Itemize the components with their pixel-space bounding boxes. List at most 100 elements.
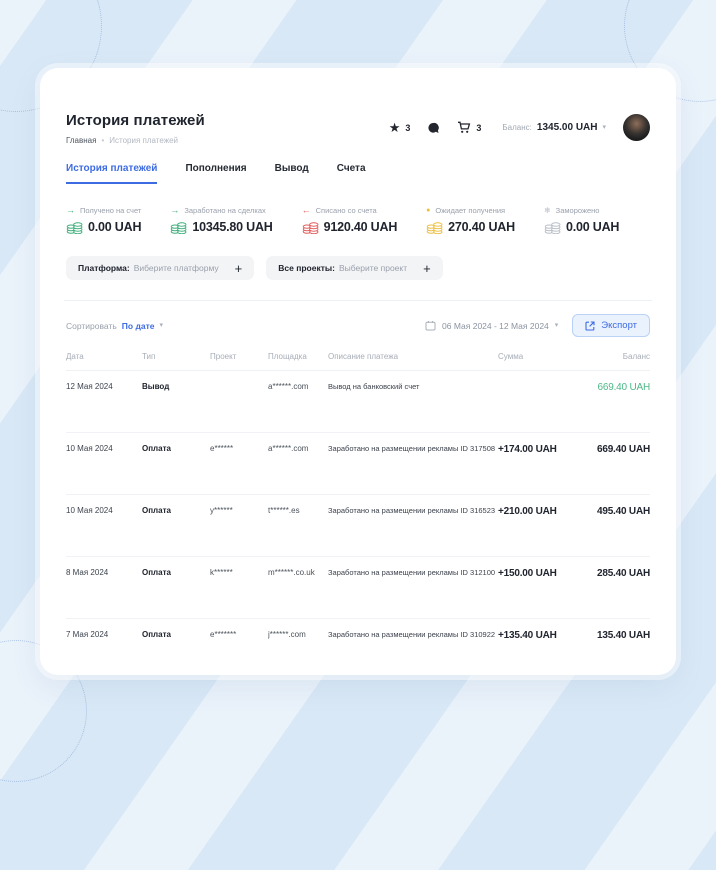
pending-dot-icon <box>426 207 430 214</box>
coins-icon <box>171 221 187 234</box>
daterange-picker[interactable]: 06 Мая 2024 - 12 Мая 2024 <box>425 320 558 331</box>
stat-received: Получено на счет 0.00 UAH <box>66 206 141 234</box>
calendar-icon <box>425 321 436 331</box>
sort-control: Сортировать По дате <box>66 321 163 331</box>
stat-frozen: Заморожено 0.00 UAH <box>544 206 619 234</box>
plus-icon[interactable]: + <box>423 260 431 276</box>
cell-date: 12 Мая 2024 <box>66 382 113 391</box>
stat-label: Ожидает получения <box>435 206 506 215</box>
col-project: Проект <box>210 352 237 361</box>
breadcrumb-current: История платежей <box>109 136 178 145</box>
tab-accounts[interactable]: Счета <box>336 163 366 174</box>
snowflake-icon <box>544 207 551 215</box>
cart-icon <box>458 121 471 133</box>
filter-placeholder: Выберите проект <box>338 263 408 273</box>
stat-spent: Списано со счета 9120.40 UAH <box>302 206 398 234</box>
filter-label: Платформа: <box>78 263 130 273</box>
table-row: 10 Мая 2024 Оплата e****** a******.com З… <box>66 433 650 495</box>
cell-description: Вывод на банковский счет <box>328 382 420 391</box>
topbar: ★ 3 3 Баланс: 1345.00 UAH <box>389 114 650 141</box>
cell-type: Оплата <box>142 506 171 515</box>
chat-button[interactable] <box>427 122 440 134</box>
cell-balance: 669.40 UAH <box>597 382 650 393</box>
cell-platform: t******.es <box>268 506 300 515</box>
table-row: 10 Мая 2024 Оплата y****** t******.es За… <box>66 495 650 557</box>
arrow-out-icon <box>302 206 311 215</box>
projects-filter[interactable]: Все проекты: Выберите проект + <box>266 256 443 280</box>
coins-icon <box>426 221 443 234</box>
cart-counter[interactable]: 3 <box>457 121 481 134</box>
coins-icon <box>66 221 83 234</box>
favorites-counter[interactable]: ★ 3 <box>389 121 411 134</box>
chevron-down-icon <box>159 322 163 329</box>
tab-history[interactable]: История платежей <box>66 163 158 184</box>
cell-project: e******* <box>210 630 237 639</box>
export-icon <box>585 320 595 331</box>
arrow-in-icon <box>170 206 179 215</box>
cell-sum: +210.00 UAH <box>498 506 557 517</box>
arrow-in-icon <box>66 206 75 215</box>
cell-date: 10 Мая 2024 <box>66 444 113 453</box>
cell-sum: +135.40 UAH <box>498 630 557 641</box>
payments-card: История платежей Главная • История плате… <box>40 68 676 675</box>
cell-balance: 495.40 UAH <box>596 506 650 517</box>
controls-row: Сортировать По дате 06 Мая 2024 - 12 Мая… <box>66 314 650 337</box>
balance-value: 1345.00 UAH <box>536 122 598 133</box>
breadcrumb-separator: • <box>101 136 105 145</box>
cell-description: Заработано на размещении рекламы ID 3175… <box>328 444 496 453</box>
col-date: Дата <box>66 352 84 361</box>
avatar[interactable] <box>623 114 650 141</box>
stat-label: Списано со счета <box>315 206 377 215</box>
platform-filter[interactable]: Платформа: Виберите платформу + <box>66 256 255 280</box>
cell-date: 7 Мая 2024 <box>66 630 109 639</box>
chevron-down-icon <box>602 124 606 131</box>
filter-placeholder: Виберите платформу <box>133 263 219 273</box>
cell-platform: a******.com <box>268 444 309 453</box>
stat-value: 0.00 UAH <box>88 220 142 234</box>
col-platform: Площадка <box>268 352 307 361</box>
cell-project <box>210 382 268 432</box>
chat-icon <box>428 122 440 133</box>
tab-deposits[interactable]: Пополнения <box>185 163 247 174</box>
stat-value: 0.00 UAH <box>565 220 620 234</box>
filters-row: Платформа: Виберите платформу + Все прое… <box>66 256 650 280</box>
cell-project: k****** <box>210 568 233 577</box>
section-divider <box>64 300 652 301</box>
cell-balance: 135.40 UAH <box>596 630 650 641</box>
table-row: 7 Мая 2024 Оплата e******* j******.com З… <box>66 619 650 675</box>
coins-icon <box>544 221 561 234</box>
cell-type: Оплата <box>142 630 171 639</box>
breadcrumb-home[interactable]: Главная <box>66 136 97 145</box>
stat-earned: Заработано на сделках 10345.80 UAH <box>170 206 273 234</box>
balance-dropdown[interactable]: Баланс: 1345.00 UAH <box>502 122 606 133</box>
breadcrumb: Главная • История платежей <box>66 136 205 145</box>
tab-withdrawal[interactable]: Вывод <box>274 163 309 174</box>
cell-description: Заработано на размещении рекламы ID 3165… <box>328 506 496 515</box>
cell-type: Оплата <box>142 444 171 453</box>
cell-sum: +174.00 UAH <box>498 444 557 455</box>
cart-count: 3 <box>476 122 482 133</box>
balance-label: Баланс: <box>502 123 532 132</box>
page-title: История платежей <box>66 112 205 129</box>
plus-icon[interactable]: + <box>234 260 243 276</box>
cell-sum: +150.00 UAH <box>498 568 557 579</box>
cell-description: Заработано на размещении рекламы ID 3121… <box>328 568 496 577</box>
export-button[interactable]: Экспорт <box>572 314 650 337</box>
star-icon: ★ <box>388 120 401 135</box>
stat-pending: Ожидает получения 270.40 UAH <box>426 206 515 234</box>
favorites-count: 3 <box>405 122 411 133</box>
cell-sum <box>498 382 578 432</box>
stat-label: Заработано на сделках <box>184 206 266 215</box>
sort-value-dropdown[interactable]: По дате <box>121 320 155 331</box>
sort-label: Сортировать <box>66 320 117 331</box>
stat-value: 270.40 UAH <box>448 220 515 234</box>
col-description: Описание платежа <box>328 352 399 361</box>
cell-balance: 669.40 UAH <box>596 444 650 455</box>
export-label: Экспорт <box>601 320 637 331</box>
stat-value: 9120.40 UAH <box>323 220 398 234</box>
cell-type: Оплата <box>142 568 171 577</box>
cell-balance: 285.40 UAH <box>596 568 650 579</box>
header-left: История платежей Главная • История плате… <box>66 112 205 163</box>
payments-table: Дата Тип Проект Площадка Описание платеж… <box>66 352 650 675</box>
cell-type: Вывод <box>142 382 170 391</box>
